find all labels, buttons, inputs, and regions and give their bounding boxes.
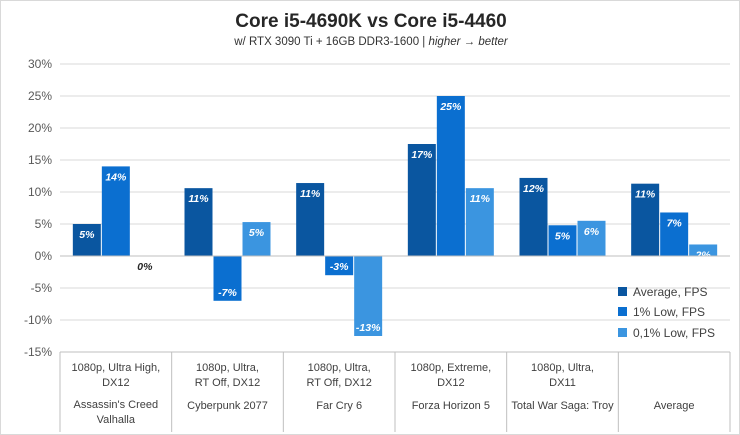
data-label: 14% [105,171,127,183]
data-label: 2% [695,249,712,261]
chart-subtitle: w/ RTX 3090 Ti + 16GB DDR3-1600 | higher… [1,36,740,48]
category-game-label: Forza Horizon 5 [412,400,490,412]
data-label: 5% [555,230,571,242]
legend-swatch [618,287,627,296]
subtitle-main: w/ RTX 3090 Ti + 16GB DDR3-1600 | [234,36,429,48]
data-label: 6% [584,226,600,238]
category-settings-label: RT Off, DX12 [306,377,371,389]
category-settings-label: DX12 [437,377,465,389]
bar [213,256,242,301]
category-game-label: Total War Saga: Troy [511,400,614,412]
bar [184,188,213,256]
bar [72,224,101,256]
data-label: 12% [523,183,545,195]
category-game-label: Average [654,400,695,412]
legend-label: 1% Low, FPS [633,305,705,319]
category-game-label: Valhalla [97,414,136,426]
bar [242,222,271,256]
bar [407,144,436,256]
category-settings-label: 1080p, Ultra, [308,362,371,374]
y-tick-label: 20% [28,121,52,135]
data-label: 11% [188,193,209,205]
bar [354,256,383,336]
subtitle-emphasis: higher → better [428,36,508,48]
category-settings-label: 1080p, Ultra, [531,362,594,374]
y-tick-label: -15% [24,345,52,359]
data-label: 7% [667,217,683,229]
data-label: 5% [79,229,95,241]
data-label: 11% [300,188,321,200]
category-settings-label: DX12 [102,377,130,389]
data-label: -3% [330,261,349,273]
y-tick-label: 30% [28,57,52,71]
data-label: 5% [249,227,265,239]
bar [631,183,660,256]
chart-title: Core i5-4690K vs Core i5-4460 [235,11,507,32]
bar [689,244,718,256]
y-tick-label: 0% [35,249,53,263]
bar [519,177,548,256]
data-label: 11% [635,189,656,201]
legend-swatch [618,307,627,316]
category-game-label: Assassin's Creed [74,399,159,411]
category-settings-label: DX11 [549,377,576,389]
bar [548,225,577,256]
y-tick-label: 25% [28,89,52,103]
bar [296,183,325,256]
bar [577,220,606,256]
data-label: 0% [137,261,153,273]
category-settings-label: RT Off, DX12 [195,377,260,389]
category-settings-label: 1080p, Extreme, [410,362,491,374]
category-settings-label: 1080p, Ultra High, [71,362,160,374]
data-label: -7% [218,287,237,299]
bar [436,96,465,256]
data-label: 17% [411,149,433,161]
data-label: -13% [356,322,381,334]
category-game-label: Far Cry 6 [316,400,362,412]
category-game-label: Cyberpunk 2077 [187,400,268,412]
bar [325,256,354,276]
data-label: 11% [470,193,491,205]
y-tick-label: 10% [28,185,52,199]
data-label: 25% [439,101,462,113]
y-tick-label: 5% [35,217,53,231]
y-tick-label: 15% [28,153,52,167]
legend-label: 0,1% Low, FPS [633,326,715,340]
bar [101,166,130,256]
y-tick-label: -5% [31,281,53,295]
legend-label: Average, FPS [633,285,707,299]
category-settings-label: 1080p, Ultra, [196,362,259,374]
y-tick-label: -10% [24,313,52,327]
bar [660,212,689,256]
bar [465,188,494,256]
legend-swatch [618,328,627,337]
